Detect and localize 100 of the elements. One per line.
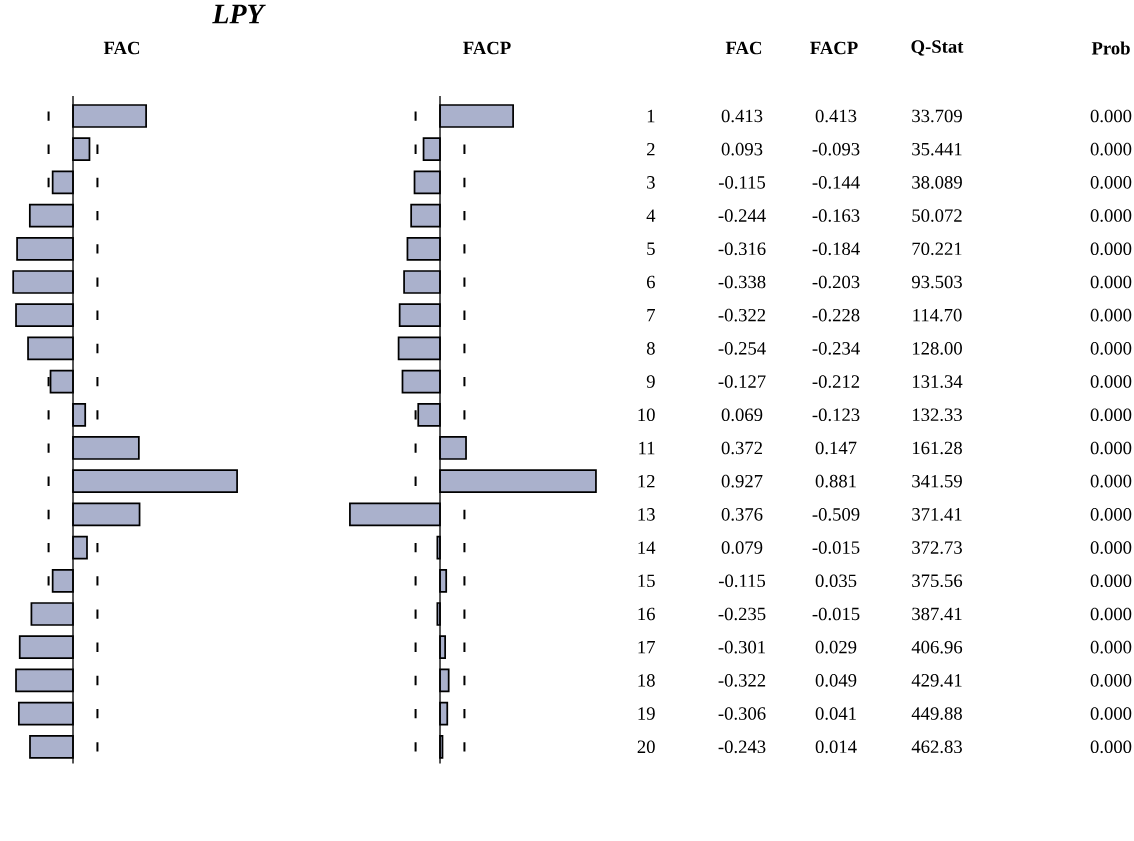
y-tick-label: 7: [647, 309, 655, 322]
y-tick-label: 6: [646, 275, 655, 289]
chart-title: LPY: [212, 4, 266, 24]
text: 0.000: [1090, 342, 1132, 355]
text: 0.000: [1090, 242, 1132, 256]
data-label: 0.035: [815, 574, 857, 588]
text: 132.33: [912, 408, 962, 422]
chart-title: FACP: [463, 41, 511, 55]
data-label: -0.123: [812, 408, 860, 422]
y-tick-label: 10: [638, 408, 655, 422]
text: 0.000: [1090, 574, 1132, 588]
text: 406.96: [911, 640, 963, 654]
y-tick-label: 18: [638, 674, 655, 687]
data-label: -0.203: [812, 275, 860, 289]
text: 70.221: [912, 242, 962, 256]
text: 0.000: [1090, 541, 1132, 554]
y-tick-label: 12: [638, 475, 655, 488]
data-label: -0.115: [718, 176, 766, 189]
data-label: 0.376: [721, 508, 763, 521]
data-label: 0.927: [721, 474, 763, 488]
text: 0.000: [1090, 740, 1132, 754]
data-label: -0.322: [718, 674, 766, 687]
text: 449.88: [911, 707, 962, 720]
text: FAC: [725, 41, 762, 55]
data-label: 0.413: [815, 109, 857, 123]
y-tick-label: 8: [646, 342, 655, 355]
data-label: -0.127: [718, 375, 766, 388]
data-label: -0.509: [812, 508, 860, 521]
data-label: -0.306: [718, 707, 766, 720]
y-tick-label: 4: [646, 209, 656, 222]
y-tick-label: 11: [639, 441, 655, 455]
text: 375.56: [912, 574, 963, 588]
data-label: -0.243: [718, 740, 766, 754]
text: 38.089: [912, 176, 962, 189]
y-tick-label: 20: [637, 740, 655, 754]
data-label: 0.069: [721, 408, 763, 422]
text: 161.28: [912, 441, 962, 455]
data-label: 0.881: [815, 474, 856, 488]
y-tick-label: 17: [638, 641, 655, 654]
y-tick-label: 1: [647, 109, 655, 123]
data-label: -0.301: [718, 640, 766, 654]
y-tick-label: 3: [647, 176, 655, 189]
data-label: -0.338: [718, 275, 766, 289]
text: 0.000: [1090, 640, 1132, 654]
y-tick-label: 16: [638, 607, 655, 621]
text: 0.000: [1090, 441, 1132, 455]
text: 0.000: [1090, 474, 1132, 488]
data-label: 0.372: [721, 441, 762, 455]
data-label: -0.184: [812, 242, 860, 256]
y-tick-label: 14: [638, 541, 656, 554]
text: 128.00: [912, 342, 962, 355]
data-label: -0.015: [812, 607, 860, 621]
data-label: -0.244: [718, 209, 766, 222]
data-label: -0.093: [812, 142, 860, 156]
data-label: -0.228: [812, 308, 860, 322]
data-label: 0.041: [815, 707, 856, 720]
y-tick-label: 13: [638, 508, 655, 521]
data-label: 0.079: [721, 541, 763, 554]
data-label: -0.212: [812, 375, 860, 388]
data-label: 0.093: [721, 142, 763, 156]
data-label: 0.014: [815, 740, 857, 754]
y-tick-label: 5: [647, 242, 655, 255]
chart-subtitle: FAC: [103, 41, 140, 55]
text: FACP: [810, 41, 858, 55]
y-tick-label: 2: [647, 143, 655, 156]
data-label: -0.163: [812, 209, 860, 222]
text: 462.83: [911, 740, 962, 754]
text: 371.41: [912, 508, 962, 521]
text: 131.34: [912, 375, 963, 388]
text: 35.441: [912, 142, 962, 156]
text: 0.000: [1090, 707, 1132, 720]
data-label: -0.115: [718, 574, 766, 588]
text: 0.000: [1090, 375, 1132, 388]
text: 0.000: [1090, 308, 1132, 322]
text: 341.59: [912, 474, 962, 488]
y-tick-label: 15: [638, 574, 655, 588]
data-label: 0.029: [815, 640, 857, 654]
text: 93.503: [911, 275, 962, 289]
text: 0.000: [1090, 508, 1132, 521]
text: 0.000: [1090, 674, 1132, 687]
data-label: -0.234: [812, 342, 860, 355]
text: 0.000: [1090, 607, 1132, 621]
data-label: 0.049: [815, 674, 857, 687]
data-label: -0.235: [718, 607, 766, 621]
data-label: -0.254: [718, 342, 766, 355]
text: 114.70: [913, 308, 962, 322]
text: 0.000: [1090, 109, 1132, 123]
text: 50.072: [912, 209, 962, 222]
text: 0.000: [1090, 275, 1132, 289]
text: Q-Stat: [911, 40, 964, 56]
data-label: -0.322: [718, 308, 766, 322]
data-label: 0.147: [815, 441, 857, 455]
data-label: -0.316: [718, 242, 766, 256]
text: 33.709: [912, 109, 962, 123]
y-tick-label: 19: [638, 707, 655, 720]
data-label: -0.015: [812, 541, 860, 554]
y-tick-label: 9: [646, 375, 655, 388]
data-label: -0.144: [812, 176, 860, 189]
text: 0.000: [1090, 142, 1132, 156]
data-label: 0.413: [721, 109, 763, 123]
